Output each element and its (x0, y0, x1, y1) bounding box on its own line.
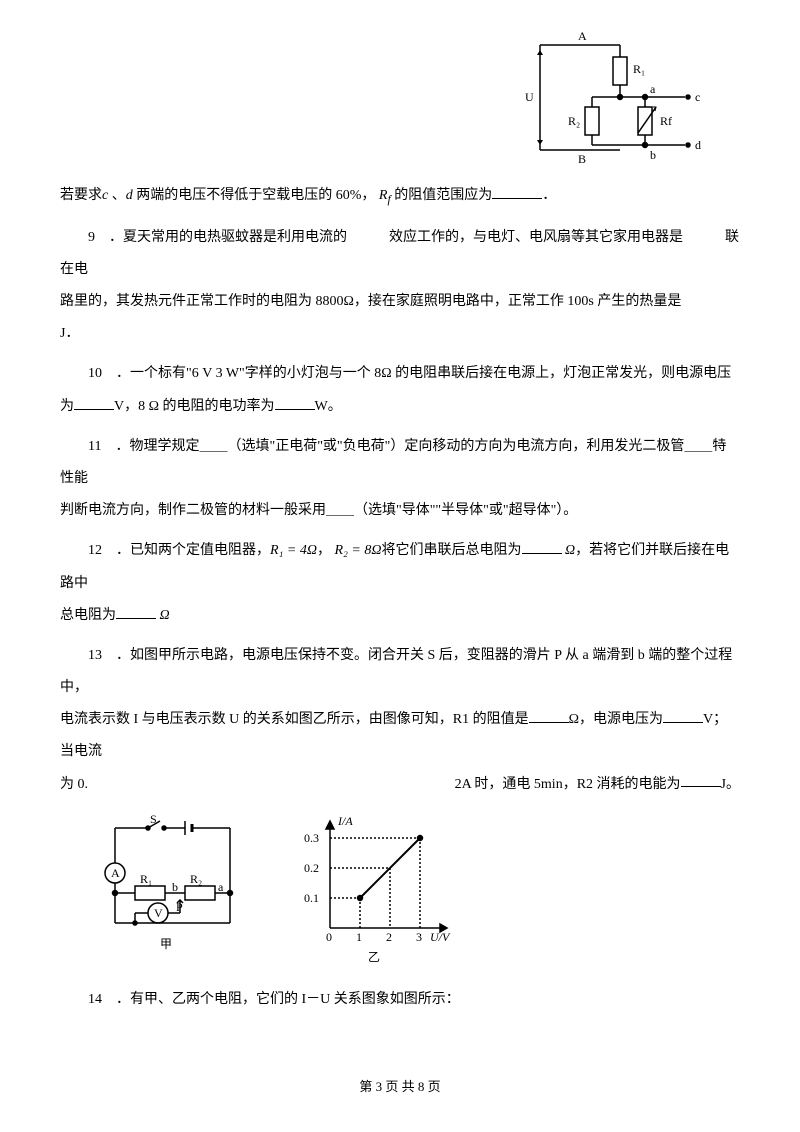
label-A: A (578, 29, 587, 43)
q8-var-c: c (102, 188, 108, 203)
label-aj: a (218, 880, 224, 894)
q8-period: ． (542, 188, 556, 203)
q13-line3: 为 0. 2A 时，通电 5min，R2 消耗的电能为 J。 (60, 769, 740, 801)
q8-var-f: f (387, 193, 390, 206)
q12-label: 12 ． (88, 543, 130, 558)
q14-label: 14 ． (88, 992, 130, 1007)
xt0: 0 (326, 930, 332, 944)
q8-text: 若要求c 、d 两端的电压不得低于空载电压的 60%， Rf 的阻值范围应为． (60, 180, 740, 214)
q8-sep: 、 (112, 188, 126, 203)
xt1: 1 (356, 930, 362, 944)
q13: 13 ．如图甲所示电路，电源电压保持不变。闭合开关 S 后，变阻器的滑片 P 从… (60, 640, 740, 704)
q13-blank2 (663, 705, 703, 723)
q8-var-d: d (126, 188, 133, 203)
q10: 10 ．一个标有"6 V 3 W"字样的小灯泡与一个 8Ω 的电阻串联后接在电源… (60, 358, 740, 390)
q12-line2: 总电阻为 Ω (60, 600, 740, 632)
q11-line2: 判断电流方向，制作二极管的材料一般采用＿＿（选填"导体""半导体"或"超导体"）… (60, 495, 740, 527)
circuit-jia: S A V R₁ R₂ P a b 甲 (90, 813, 250, 966)
q9: 9 ．夏天常用的电热驱蚊器是利用电流的 效应工作的，与电灯、电风扇等其它家用电器… (60, 222, 740, 286)
label-U: U (525, 90, 534, 104)
footer-text: 第 3 页 共 8 页 (359, 1079, 440, 1094)
q8-pretext: 若要求 (60, 188, 102, 203)
q10-blank1 (74, 392, 114, 410)
yt2: 0.2 (304, 861, 319, 875)
q10-pre: 为 (60, 399, 74, 414)
q11-text1: 物理学规定＿＿（选填"正电荷"或"负电荷"）定向移动的方向为电流方向，利用发光二… (60, 439, 726, 486)
label-Vm: V (154, 906, 163, 920)
q13-right: 2A 时，通电 5min，R2 消耗的电能为 (455, 769, 681, 801)
label-Rf: Rf (660, 114, 672, 128)
q12-omega1: Ω (565, 543, 575, 558)
q9-text1: 夏天常用的电热驱蚊器是利用电流的 效应工作的，与电灯、电风扇等其它家用电器是 联… (60, 230, 739, 277)
q11-text2: 判断电流方向，制作二极管的材料一般采用＿＿（选填"导体""半导体"或"超导体"）… (60, 503, 577, 518)
q8-tail: 的阻值范围应为 (394, 188, 492, 203)
q13-pre: 电流表示数 I 与电压表示数 U 的关系如图乙所示，由图像可知，R1 的阻值是 (60, 712, 529, 727)
yt1: 0.1 (304, 891, 319, 905)
xaxis: U/V (430, 930, 451, 944)
q10-post: W。 (315, 399, 342, 414)
q10-blank2 (275, 392, 315, 410)
q13-text1: 如图甲所示电路，电源电压保持不变。闭合开关 S 后，变阻器的滑片 P 从 a 端… (60, 648, 732, 695)
q8-blank (492, 181, 542, 199)
q12-r1: R₁ = 4Ω (270, 543, 317, 558)
label-R1: R₁ (633, 62, 645, 76)
q12-pre: 已知两个定值电阻器， (130, 543, 270, 558)
q12: 12 ．已知两个定值电阻器，R₁ = 4Ω， R₂ = 8Ω将它们串联后总电阻为… (60, 535, 740, 599)
q12-comma: ， (317, 543, 331, 558)
label-Am: A (111, 866, 120, 880)
q13-blank3 (681, 769, 721, 787)
q10-text1: 一个标有"6 V 3 W"字样的小灯泡与一个 8Ω 的电阻串联后接在电源上，灯泡… (130, 366, 731, 381)
label-b: b (650, 148, 656, 162)
label-B: B (578, 152, 586, 165)
q13-mid1: Ω，电源电压为 (569, 712, 663, 727)
label-bj: b (172, 880, 178, 894)
q13-blank1 (529, 705, 569, 723)
label-R2j: R₂ (190, 872, 202, 886)
page-footer: 第 3 页 共 8 页 (0, 1072, 800, 1102)
q13-pre3: 为 0. (60, 769, 88, 801)
label-yi: 乙 (368, 950, 380, 963)
label-R2: R₂ (568, 114, 580, 128)
yt3: 0.3 (304, 831, 319, 845)
label-S: S (150, 813, 157, 826)
q14-text: 有甲、乙两个电阻，它们的 I－U 关系图象如图所示： (130, 992, 460, 1007)
q9-label: 9 ． (88, 230, 123, 245)
q11-label: 11 ． (88, 439, 129, 454)
q13-diagrams: S A V R₁ R₂ P a b 甲 (90, 813, 740, 976)
label-a: a (650, 82, 656, 96)
q12-blank2 (116, 601, 156, 619)
graph-yi: I/A U/V 0.1 0.2 0.3 0 1 2 3 乙 (290, 813, 460, 976)
q9-line2: 路里的，其发热元件正常工作时的电阻为 8800Ω，接在家庭照明电路中，正常工作 … (60, 286, 740, 350)
q14: 14 ．有甲、乙两个电阻，它们的 I－U 关系图象如图所示： (60, 984, 740, 1016)
yaxis: I/A (337, 814, 353, 828)
q10-line2: 为 V，8 Ω 的电阻的电功率为 W。 (60, 391, 740, 423)
xt3: 3 (416, 930, 422, 944)
q10-mid: V，8 Ω 的电阻的电功率为 (114, 399, 275, 414)
q8-circuit-diagram: A B U R₁ R₂ Rf a b c d (520, 25, 710, 165)
xt2: 2 (386, 930, 392, 944)
label-jia: 甲 (160, 937, 172, 951)
q9-text2: 路里的，其发热元件正常工作时的电阻为 8800Ω，接在家庭照明电路中，正常工作 … (60, 294, 723, 341)
q12-blank1 (522, 536, 562, 554)
label-d: d (695, 138, 701, 152)
q12-omega2: Ω (160, 608, 170, 623)
q12-pre2: 总电阻为 (60, 608, 116, 623)
q11: 11 ．物理学规定＿＿（选填"正电荷"或"负电荷"）定向移动的方向为电流方向，利… (60, 431, 740, 495)
q13-post3: J。 (721, 769, 740, 801)
q8-mid: 两端的电压不得低于空载电压的 60%， (136, 188, 375, 203)
q12-post: 将它们串联后总电阻为 (382, 543, 522, 558)
q10-label: 10 ． (88, 366, 130, 381)
label-R1j: R₁ (140, 872, 152, 886)
q12-r2: R₂ = 8Ω (335, 543, 382, 558)
label-P: P (176, 900, 183, 914)
q13-line2: 电流表示数 I 与电压表示数 U 的关系如图乙所示，由图像可知，R1 的阻值是 Ω… (60, 704, 740, 768)
q13-label: 13 ． (88, 648, 130, 663)
label-c: c (695, 90, 700, 104)
